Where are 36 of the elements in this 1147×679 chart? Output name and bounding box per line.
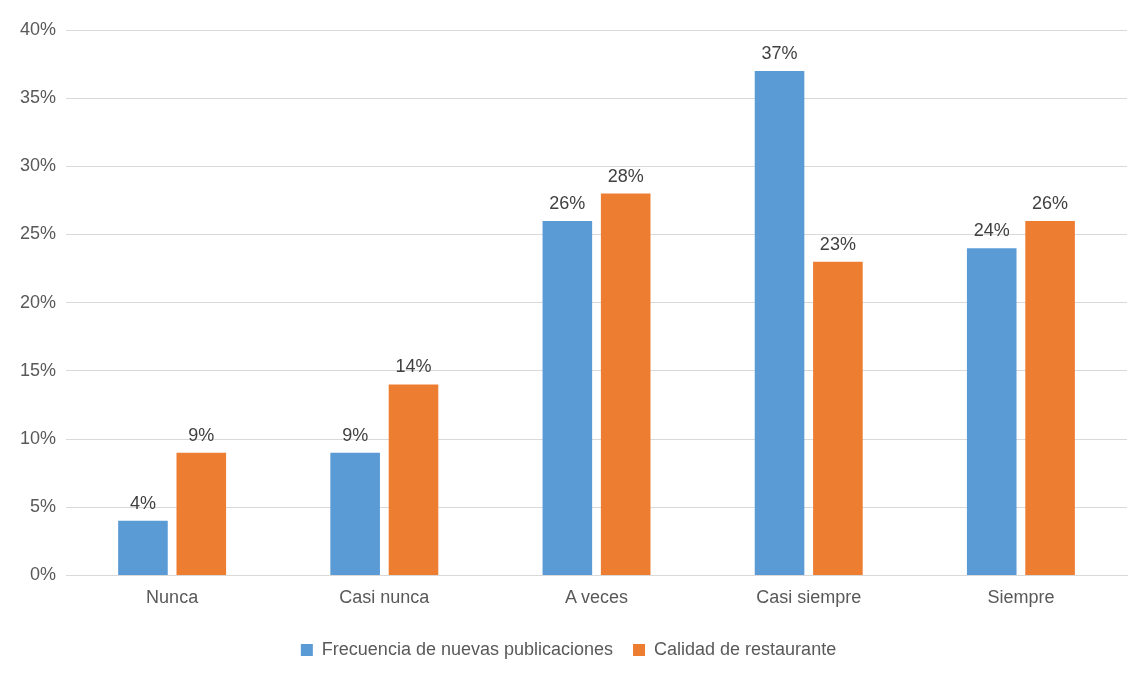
y-tick-label: 30% [20, 155, 57, 176]
data-label: 9% [188, 424, 215, 445]
data-label: 4% [129, 492, 156, 513]
y-tick-label: 10% [20, 428, 57, 449]
bar [1025, 220, 1075, 575]
x-tick-label: Siempre [987, 587, 1055, 608]
x-tick-label: A veces [564, 587, 629, 608]
legend-label: Calidad de restaurante [654, 638, 837, 659]
x-tick-label: Nunca [146, 587, 200, 608]
data-label: 23% [819, 233, 856, 254]
bar [388, 384, 439, 575]
x-tick-label: Casi nunca [339, 587, 431, 608]
data-label: 14% [395, 356, 432, 377]
bar [813, 261, 863, 575]
data-label: 9% [342, 424, 369, 445]
y-tick-label: 0% [30, 564, 57, 585]
y-tick-label: 15% [20, 359, 57, 380]
bar [966, 248, 1017, 575]
y-tick-label: 20% [20, 291, 57, 312]
bar [754, 70, 805, 575]
data-label: 26% [1032, 192, 1069, 213]
data-label: 28% [607, 165, 644, 186]
y-tick-label: 25% [20, 223, 57, 244]
data-label: 37% [761, 42, 798, 63]
bar [176, 452, 227, 575]
bar [330, 452, 380, 575]
bar [118, 520, 168, 575]
data-label: 26% [549, 192, 586, 213]
y-tick-label: 40% [20, 18, 57, 39]
y-tick-label: 5% [30, 496, 57, 517]
x-tick-label: Casi siempre [756, 587, 862, 608]
data-label: 24% [973, 220, 1010, 241]
legend-label: Frecuencia de nuevas publicaciones [321, 638, 614, 659]
y-tick-label: 35% [20, 87, 57, 108]
bar [542, 220, 593, 575]
bar [600, 193, 651, 575]
